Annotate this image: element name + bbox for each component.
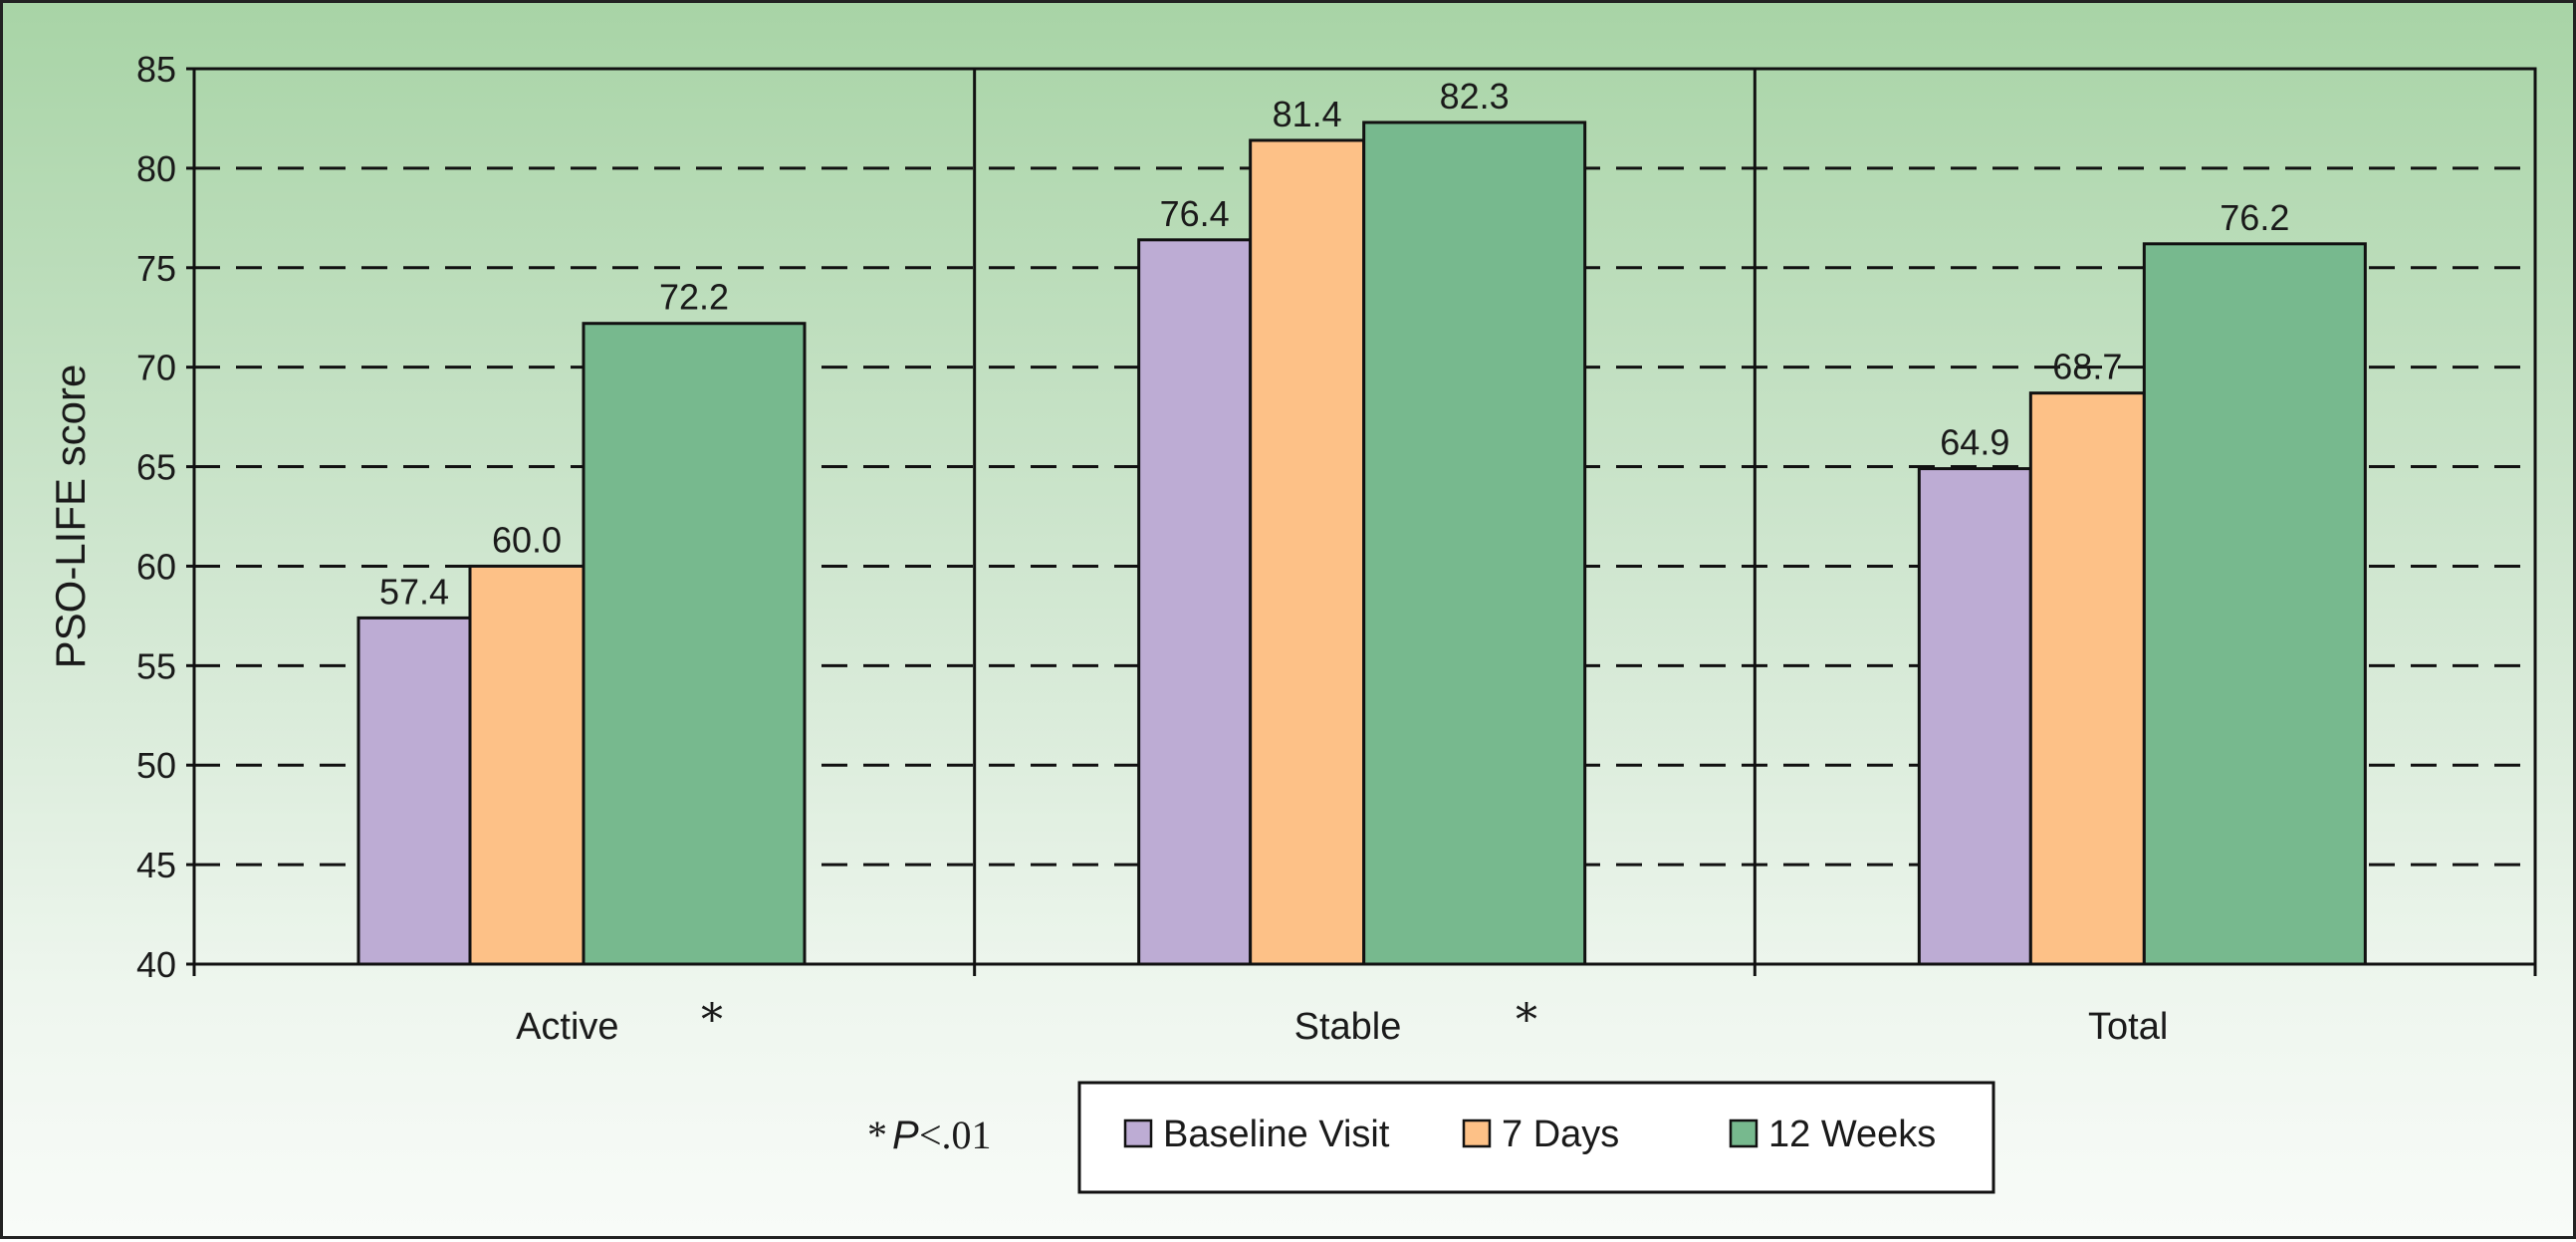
- significance-marker: *: [1516, 995, 1537, 1046]
- bar: [582, 322, 807, 966]
- bar-value-label: 82.3: [1440, 76, 1510, 117]
- footnote-threshold: <.01: [919, 1113, 992, 1157]
- y-tick-label: 75: [136, 248, 176, 289]
- y-tick-label: 60: [136, 546, 176, 587]
- bar-value-label: 60.0: [492, 519, 562, 560]
- bar-value-label: 68.7: [2052, 347, 2122, 387]
- bar: [356, 616, 472, 966]
- bar-value-label: 57.4: [379, 571, 449, 612]
- y-tick-label: 85: [136, 49, 176, 90]
- bar-chart: 40 45 50 55 60 65 70 75 80 85 PSO-LIFE score 57.4 76…: [47, 49, 2537, 1194]
- bar: [1249, 138, 1366, 966]
- y-tick-label: 50: [136, 745, 176, 786]
- bar: [1362, 121, 1587, 966]
- bar-value-label: 72.2: [659, 277, 729, 318]
- bar-value-label: 64.9: [1940, 422, 2009, 463]
- bar: [1917, 467, 2032, 966]
- y-axis-label: PSO-LIFE score: [47, 365, 94, 669]
- y-tick-label: 55: [136, 645, 176, 686]
- significance-marker: *: [701, 995, 723, 1046]
- bar-value-label: 76.4: [1160, 193, 1230, 234]
- legend-label: 7 Days: [1502, 1114, 1619, 1155]
- bar-value-label: 76.2: [2220, 197, 2289, 238]
- category-label: Active: [516, 1006, 618, 1048]
- footnote-p: P: [892, 1114, 919, 1157]
- footnote-symbol: *: [867, 1113, 887, 1157]
- y-tick-label: 80: [136, 148, 176, 189]
- legend-swatch: [1123, 1118, 1153, 1148]
- legend-swatch: [1729, 1118, 1758, 1148]
- legend-label: Baseline Visit: [1163, 1114, 1390, 1155]
- legend-box: [1077, 1081, 1995, 1194]
- bar: [1137, 238, 1253, 966]
- bar: [2142, 242, 2367, 966]
- y-tick-label: 40: [136, 944, 176, 985]
- y-tick-label: 65: [136, 447, 176, 488]
- bar: [468, 564, 585, 966]
- category-label: Stable: [1294, 1006, 1402, 1048]
- y-tick-label: 45: [136, 845, 176, 885]
- y-tick-label: 70: [136, 348, 176, 388]
- bar-value-label: 81.4: [1273, 94, 1342, 134]
- category-label: Total: [2088, 1006, 2168, 1048]
- bar: [2028, 391, 2146, 966]
- legend-label: 12 Weeks: [1768, 1114, 1936, 1155]
- legend-swatch: [1462, 1118, 1492, 1148]
